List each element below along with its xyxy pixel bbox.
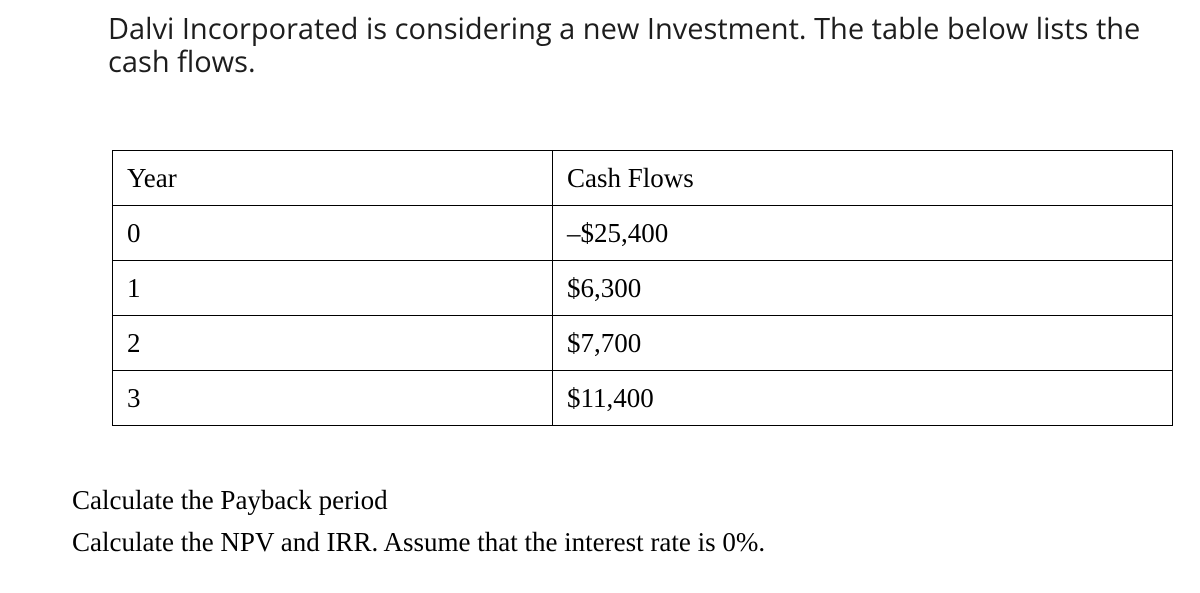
question-payback: Calculate the Payback period xyxy=(72,480,765,522)
questions: Calculate the Payback period Calculate t… xyxy=(72,480,765,564)
table-row: 2 $7,700 xyxy=(113,316,1173,371)
table-row: 3 $11,400 xyxy=(113,371,1173,426)
cell-year: 3 xyxy=(113,371,553,426)
col-header-year: Year xyxy=(113,151,553,206)
cell-cashflow: $6,300 xyxy=(553,261,1173,316)
table-row: 1 $6,300 xyxy=(113,261,1173,316)
intro-text: Dalvi Incorporated is considering a new … xyxy=(108,12,1158,79)
cell-year: 2 xyxy=(113,316,553,371)
cell-year: 1 xyxy=(113,261,553,316)
cell-cashflow: $11,400 xyxy=(553,371,1173,426)
table-header-row: Year Cash Flows xyxy=(113,151,1173,206)
cell-year: 0 xyxy=(113,206,553,261)
table-row: 0 –$25,400 xyxy=(113,206,1173,261)
col-header-cashflows: Cash Flows xyxy=(553,151,1173,206)
cashflow-table: Year Cash Flows 0 –$25,400 1 $6,300 2 $7… xyxy=(112,150,1173,426)
page: Dalvi Incorporated is considering a new … xyxy=(0,0,1200,593)
cell-cashflow: $7,700 xyxy=(553,316,1173,371)
question-npv-irr: Calculate the NPV and IRR. Assume that t… xyxy=(72,522,765,564)
cell-cashflow: –$25,400 xyxy=(553,206,1173,261)
